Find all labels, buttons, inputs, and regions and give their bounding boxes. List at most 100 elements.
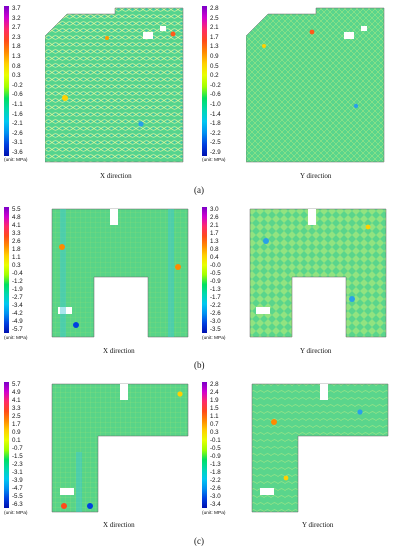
colorbar-gradient [4, 207, 9, 333]
colorbar-tick-label: -1.4 [210, 110, 221, 118]
colorbar-tick-label: -3.4 [12, 302, 23, 309]
colorbar-tick-label: 1.8 [12, 246, 21, 253]
direction-label: Y direction [300, 347, 332, 355]
colorbar-tick-label: 0.3 [12, 262, 21, 269]
colorbar-tick-label: -5.5 [12, 493, 23, 500]
stress-map-a-x [45, 6, 185, 164]
colorbar-tick-label: -0.7 [12, 445, 23, 452]
colorbar-tick-label: 2.4 [210, 389, 219, 396]
colorbar-tick-label: -2.2 [210, 302, 221, 309]
colorbar-tick-label: -6.3 [12, 501, 23, 508]
colorbar-tick-label: -5.7 [12, 326, 23, 333]
colorbar-tick-label: 0.3 [12, 72, 21, 80]
colorbar-b-x: 5.5 4.8 4.1 3.3 2.6 1.8 1.1 0.3 -0.4 -1.2 -1.9 -2.7… [4, 206, 42, 342]
colorbar-tick-label: 4.1 [12, 222, 21, 229]
colorbar-tick-label: -4.9 [12, 318, 23, 325]
stress-map-a-y [246, 6, 386, 164]
colorbar-tick-label: 1.7 [210, 230, 219, 237]
colorbar-tick-label: -2.7 [12, 294, 23, 301]
colorbar-tick-label: -2.6 [210, 485, 221, 492]
colorbar-tick-label: 3.3 [12, 230, 21, 237]
colorbar-tick-label: 4.1 [12, 397, 21, 404]
colorbar-tick-label: 2.8 [210, 381, 219, 388]
colorbar-tick-label: -2.3 [12, 461, 23, 468]
stress-contour-plot [45, 7, 184, 163]
panel-caption: (b) [194, 360, 205, 370]
colorbar-tick-label: -3.6 [12, 149, 23, 156]
direction-label: X direction [103, 347, 135, 355]
colorbar-tick-label: -0.5 [210, 270, 221, 277]
colorbar-tick-label: 5.7 [12, 381, 21, 388]
colorbar-tick-label: 0.4 [210, 254, 219, 261]
panel-caption: (a) [194, 185, 204, 195]
colorbar-tick-label: -1.6 [12, 110, 23, 118]
colorbar-tick-label: 3.2 [12, 14, 21, 22]
colorbar-tick-label: 1.9 [210, 397, 219, 404]
stress-contour-plot [51, 383, 189, 513]
colorbar-tick-label: 0.7 [210, 421, 219, 428]
stress-map-b-x [50, 207, 190, 339]
colorbar-tick-label: 1.5 [210, 405, 219, 412]
colorbar-tick-label: 1.7 [210, 33, 219, 41]
stress-contour-plot [249, 208, 387, 338]
colorbar-tick-label: -3.4 [210, 501, 221, 508]
colorbar-tick-label: -0.9 [210, 453, 221, 460]
direction-label: Y direction [300, 172, 332, 180]
colorbar-tick-label: -0.2 [12, 81, 23, 89]
stress-map-c-y [250, 382, 390, 514]
colorbar-gradient [4, 6, 9, 156]
colorbar-tick-label: -1.9 [12, 286, 23, 293]
colorbar-tick-label: -1.0 [210, 101, 221, 108]
direction-label: X direction [103, 521, 135, 529]
colorbar-tick-label: -1.8 [210, 120, 221, 128]
colorbar-tick-label: 2.5 [12, 413, 21, 420]
colorbar-a-x: 3.7 3.2 2.7 2.3 1.8 1.3 0.8 0.3 -0.2 -0.6 -1.1 -1.6… [4, 5, 42, 166]
colorbar-tick-label: -0.9 [210, 278, 221, 285]
colorbar-tick-label: 1.3 [210, 43, 219, 51]
colorbar-tick-label: -2.6 [12, 129, 23, 137]
stress-contour-plot [251, 383, 389, 513]
colorbar-tick-label: 0.8 [12, 62, 21, 70]
colorbar-tick-label: -1.2 [12, 278, 23, 285]
colorbar-tick-label: 0.9 [210, 53, 219, 60]
unit-label: (unit: MPa) [4, 336, 28, 341]
colorbar-tick-label: 2.5 [210, 14, 219, 22]
colorbar-tick-label: 2.8 [210, 5, 219, 12]
colorbar-a-y: 2.8 2.5 2.1 1.7 1.3 0.9 0.5 0.2 -0.2 -0.6 -1.0 -1.4… [202, 5, 240, 166]
colorbar-tick-label: -4.2 [12, 310, 23, 317]
stress-contour-plot [51, 208, 189, 338]
colorbar-tick-label: -0.6 [12, 91, 23, 99]
colorbar-tick-label: 0.1 [12, 437, 21, 444]
colorbar-gradient [202, 382, 207, 508]
colorbar-tick-label: -3.0 [210, 318, 221, 325]
colorbar-c-x: 5.7 4.9 4.1 3.3 2.5 1.7 0.9 0.1 -0.7 -1.5 -2.3 -3.1… [4, 381, 42, 517]
colorbar-tick-label: -0.4 [12, 270, 23, 277]
colorbar-tick-label: 0.8 [210, 246, 219, 253]
colorbar-tick-label: -2.1 [12, 120, 23, 128]
colorbar-b-y: 3.0 2.6 2.1 1.7 1.3 0.8 0.4 -0.0 -0.5 -0.9 -1.3 -1.… [202, 206, 240, 342]
colorbar-tick-label: -1.3 [210, 461, 221, 468]
colorbar-tick-label: 0.3 [210, 429, 219, 436]
colorbar-tick-label: 1.3 [12, 53, 21, 60]
colorbar-tick-label: -3.1 [12, 469, 23, 476]
colorbar-tick-label: 1.8 [12, 43, 21, 51]
colorbar-tick-label: 2.1 [210, 222, 219, 229]
unit-label: (unit: MPa) [202, 158, 226, 163]
colorbar-tick-label: 3.0 [210, 206, 219, 213]
colorbar-tick-label: 4.8 [12, 214, 21, 221]
colorbar-tick-label: 1.3 [210, 238, 219, 245]
colorbar-tick-label: 2.3 [12, 33, 21, 41]
colorbar-tick-label: -1.5 [12, 453, 23, 460]
colorbar-gradient [202, 207, 207, 333]
colorbar-tick-label: 2.6 [210, 214, 219, 221]
colorbar-tick-label: -0.6 [210, 91, 221, 99]
colorbar-tick-label: -4.7 [12, 485, 23, 492]
colorbar-tick-label: 2.1 [210, 24, 219, 32]
colorbar-tick-label: -3.5 [210, 326, 221, 333]
stress-map-c-x [50, 382, 190, 514]
colorbar-tick-label: 4.9 [12, 389, 21, 396]
colorbar-tick-label: -3.0 [210, 493, 221, 500]
colorbar-tick-label: -2.2 [210, 477, 221, 484]
colorbar-tick-label: 1.1 [210, 413, 219, 420]
